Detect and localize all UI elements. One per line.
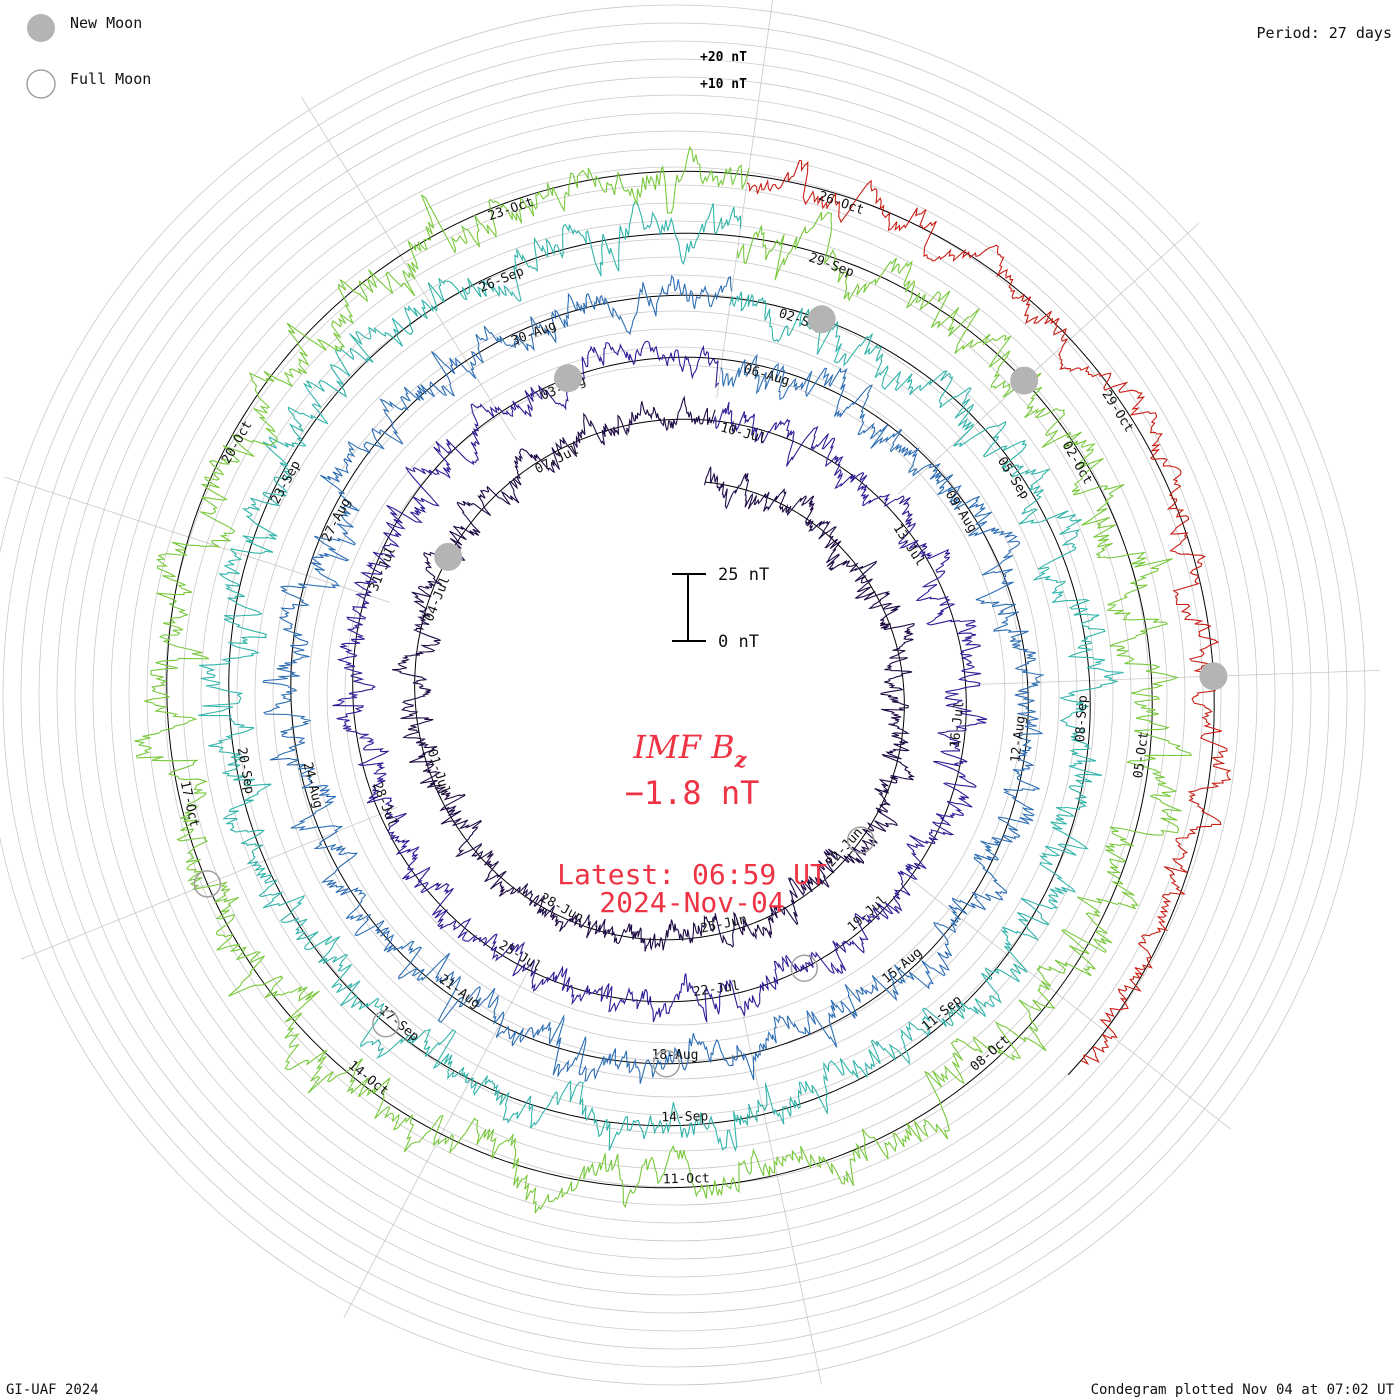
series-lines [134, 145, 1232, 1214]
chart-title-subscript: z [734, 747, 748, 772]
full-moon-marker [790, 954, 819, 982]
date-label: 22-Jul [692, 979, 741, 1000]
scale-bottom-label: 0 nT [718, 632, 759, 652]
grid-spoke [4, 476, 390, 603]
full-moon-marker [193, 870, 222, 898]
current-value: −1.8 nT [625, 774, 760, 812]
plotted-label: Condegram plotted Nov 04 at 07:02 UT [1091, 1382, 1395, 1398]
latest-date: 2024-Nov-04 [599, 886, 784, 919]
chart-title-main: IMF B [632, 728, 734, 766]
series-line [332, 340, 988, 1023]
new-moon-icon [27, 14, 55, 42]
grid-ring [344, 364, 1006, 1026]
grid-ring [146, 166, 1204, 1224]
new-moon-label: New Moon [70, 14, 142, 32]
grid-spoke [911, 879, 1231, 1130]
new-moon-marker [434, 542, 463, 571]
grid-ring [20, 40, 1330, 1350]
credit-label: GI-UAF 2024 [6, 1382, 99, 1398]
chart-title: IMF Bz [632, 728, 747, 772]
date-label: 11-Oct [663, 1171, 710, 1187]
date-label: 14-Sep [661, 1109, 708, 1125]
grid-ring [0, 4, 1366, 1386]
full-moon-marker [372, 1009, 400, 1038]
grid-ring [308, 328, 1042, 1062]
new-moon-marker [1199, 662, 1228, 691]
grid-ring [326, 346, 1024, 1044]
new-moon-marker [554, 364, 582, 393]
date-label: 08-Sep [1073, 695, 1091, 743]
series-line [262, 274, 1045, 1084]
series-line [198, 200, 1124, 1152]
grid-spoke [301, 96, 517, 441]
grid-spoke [21, 807, 397, 960]
date-label: 16-Jul [948, 701, 968, 749]
grid-ring [200, 220, 1150, 1170]
grid-ring [272, 292, 1078, 1098]
full-moon-marker [652, 1050, 681, 1078]
full-moon-label: Full Moon [70, 70, 151, 88]
grid-ring [182, 202, 1168, 1188]
period-label: Period: 27 days [1257, 24, 1392, 42]
latest-time: Latest: 06:59 UT [557, 858, 827, 891]
new-moon-marker [807, 305, 836, 334]
full-moon-icon [26, 69, 56, 99]
grid-ring [74, 94, 1276, 1296]
grid-ring [38, 58, 1312, 1332]
full-moon-marker [846, 826, 875, 854]
grid-ring [254, 274, 1096, 1116]
new-moon-marker [1010, 366, 1039, 395]
grid-ring [236, 256, 1114, 1134]
series-line [746, 159, 1232, 1066]
grid-ring [128, 148, 1222, 1242]
date-label: 05-Oct [1131, 731, 1152, 779]
series-line [391, 395, 916, 952]
moon-markers [193, 305, 1228, 1078]
plus10-label: +10 nT [700, 77, 747, 92]
grid-ring [110, 130, 1240, 1260]
grid-ring [56, 76, 1294, 1314]
grid-ring [2, 22, 1348, 1368]
grid-spoke [716, 0, 774, 398]
scale-top-label: 25 nT [718, 565, 769, 585]
grid-spoke [897, 222, 1200, 495]
radial-gridlines [4, 0, 1380, 1385]
grid-ring [92, 112, 1258, 1278]
scale-bar: 25 nT 0 nT [672, 565, 769, 652]
date-label: 12-Aug [1008, 715, 1029, 763]
series-line [134, 145, 1193, 1214]
grid-spoke [736, 988, 822, 1385]
date-label: 18-Aug [652, 1048, 699, 1063]
plus20-label: +20 nT [700, 50, 747, 65]
